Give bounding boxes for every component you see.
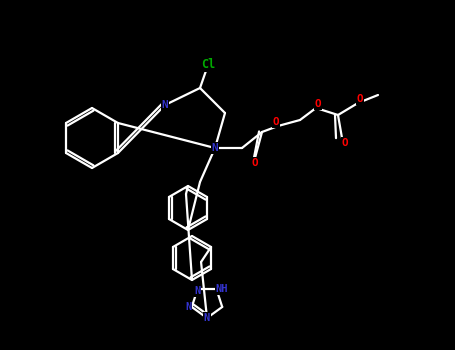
Text: N: N [194,286,201,296]
Text: O: O [314,99,321,109]
Text: N: N [212,143,218,153]
Text: O: O [252,158,258,168]
Text: Cl: Cl [201,58,215,71]
Text: N: N [186,302,192,312]
Text: O: O [273,117,279,127]
Text: N: N [204,313,210,323]
Text: O: O [342,138,349,148]
Text: O: O [357,94,364,104]
Text: NH: NH [215,284,228,294]
Text: N: N [162,100,168,110]
